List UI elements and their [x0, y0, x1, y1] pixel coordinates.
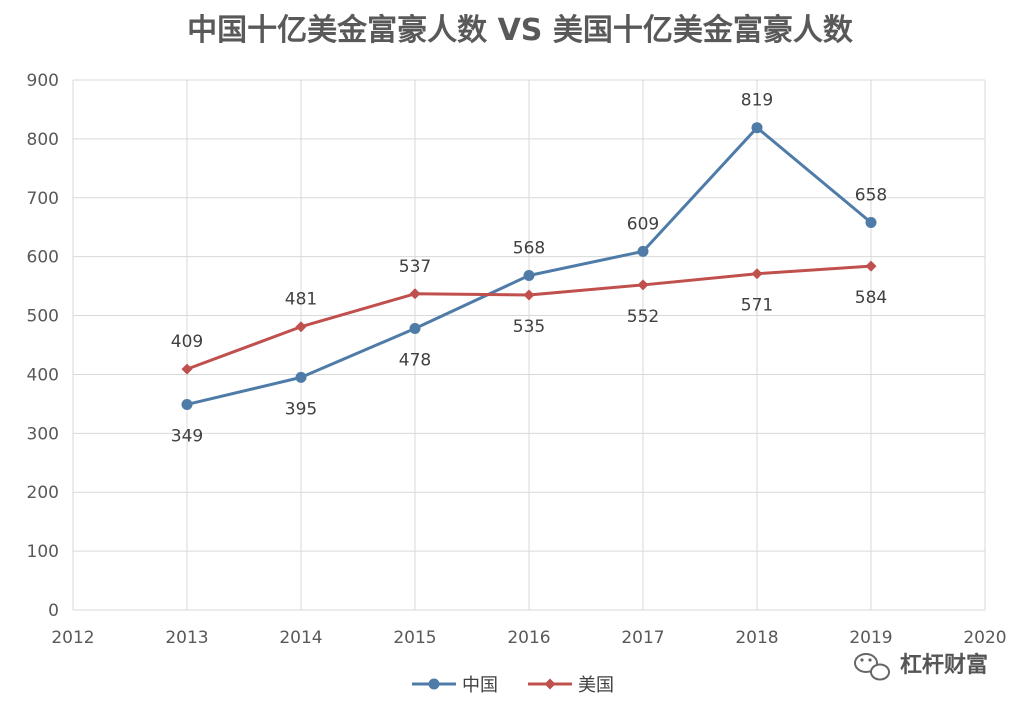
data-point — [181, 363, 193, 375]
data-label: 409 — [171, 332, 203, 352]
data-label: 349 — [171, 426, 203, 446]
x-tick-label: 2015 — [393, 628, 436, 648]
y-tick-label: 800 — [27, 130, 59, 150]
y-tick-label: 200 — [27, 483, 59, 503]
data-label: 481 — [285, 290, 317, 310]
y-tick-label: 0 — [48, 601, 59, 621]
axes: 0 100 200 300 400 500 600 700 800 900 2012 2013 2014… — [27, 71, 1007, 648]
x-tick-label: 2013 — [165, 628, 208, 648]
legend: 中国 美国 — [412, 675, 614, 696]
legend-marker — [428, 678, 440, 690]
y-tick-label: 300 — [27, 424, 59, 444]
legend-item: 中国 — [412, 675, 498, 696]
watermark: 杠杆财富 — [854, 652, 988, 681]
data-point — [523, 289, 535, 301]
wechat-icon — [854, 653, 890, 681]
data-point — [409, 323, 421, 335]
data-point — [751, 268, 763, 280]
x-tick-label: 2017 — [621, 628, 664, 648]
data-label: 552 — [627, 307, 659, 327]
y-tick-label: 500 — [27, 307, 59, 327]
data-label: 395 — [285, 399, 317, 419]
data-labels: 349 395 478 568 609 819 658 409 481 537 535 552 571 5… — [171, 91, 887, 447]
data-point — [295, 321, 307, 333]
legend-label: 中国 — [462, 675, 498, 696]
data-label: 535 — [513, 317, 545, 337]
legend-marker — [544, 678, 556, 690]
data-label: 571 — [741, 296, 773, 316]
data-point — [409, 288, 421, 300]
data-point — [295, 371, 307, 383]
series — [181, 122, 877, 410]
x-tick-label: 2014 — [279, 628, 322, 648]
data-point — [865, 217, 877, 229]
data-point — [181, 398, 193, 410]
y-tick-label: 700 — [27, 189, 59, 209]
data-label: 609 — [627, 214, 659, 234]
data-label: 568 — [513, 239, 545, 259]
x-tick-label: 2020 — [963, 628, 1006, 648]
chart-title: 中国十亿美金富豪人数 VS 美国十亿美金富豪人数 — [187, 13, 854, 48]
y-tick-label: 100 — [27, 542, 59, 562]
data-point — [637, 279, 649, 291]
y-tick-label: 400 — [27, 365, 59, 385]
x-tick-label: 2012 — [51, 628, 94, 648]
data-point — [637, 245, 649, 257]
data-label: 537 — [399, 257, 431, 277]
y-tick-label: 600 — [27, 248, 59, 268]
data-label: 658 — [855, 186, 887, 206]
grid — [72, 79, 986, 611]
data-label: 478 — [399, 351, 431, 371]
legend-item: 美国 — [528, 675, 614, 696]
watermark-text: 杠杆财富 — [900, 652, 988, 678]
x-tick-label: 2019 — [849, 628, 892, 648]
legend-label: 美国 — [578, 675, 614, 696]
data-point — [865, 260, 877, 272]
x-tick-label: 2016 — [507, 628, 550, 648]
x-tick-label: 2018 — [735, 628, 778, 648]
data-label: 819 — [741, 91, 773, 111]
data-label: 584 — [855, 288, 887, 308]
y-tick-label: 900 — [27, 71, 59, 91]
data-point — [751, 122, 763, 134]
data-point — [523, 270, 535, 282]
